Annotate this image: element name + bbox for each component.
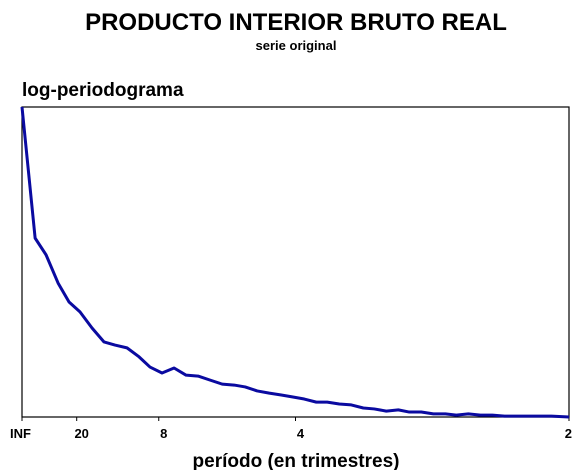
- x-tick-label: 8: [160, 426, 167, 441]
- x-tick-label: INF: [10, 426, 31, 441]
- plot-frame: [21, 106, 570, 418]
- x-tick-label: 20: [74, 426, 88, 441]
- data-line: [20, 106, 570, 419]
- y-axis-label: log-periodograma: [22, 80, 184, 101]
- chart-title: PRODUCTO INTERIOR BRUTO REAL: [85, 9, 507, 36]
- x-tick-label: 4: [297, 426, 305, 441]
- x-tick-label: 2: [565, 426, 572, 441]
- chart-subtitle: serie original: [256, 38, 337, 53]
- x-axis-label: período (en trimestres): [193, 451, 400, 470]
